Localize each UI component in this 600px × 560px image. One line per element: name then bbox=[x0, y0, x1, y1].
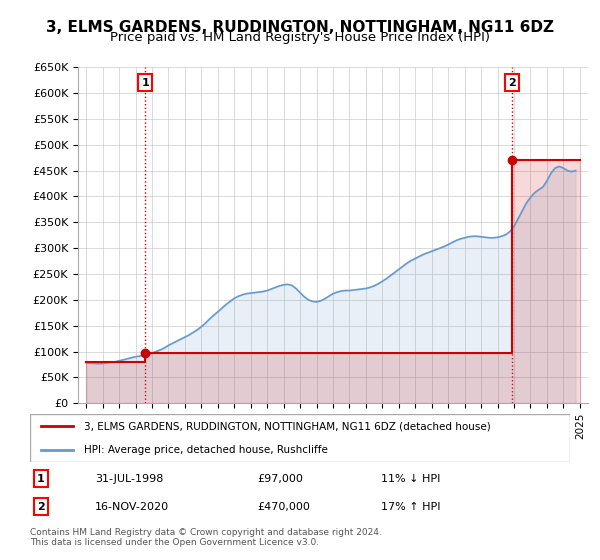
Text: 1: 1 bbox=[37, 474, 44, 484]
Text: Contains HM Land Registry data © Crown copyright and database right 2024.: Contains HM Land Registry data © Crown c… bbox=[30, 528, 382, 536]
Text: 3, ELMS GARDENS, RUDDINGTON, NOTTINGHAM, NG11 6DZ (detached house): 3, ELMS GARDENS, RUDDINGTON, NOTTINGHAM,… bbox=[84, 421, 491, 431]
Text: HPI: Average price, detached house, Rushcliffe: HPI: Average price, detached house, Rush… bbox=[84, 445, 328, 455]
Text: This data is licensed under the Open Government Licence v3.0.: This data is licensed under the Open Gov… bbox=[30, 538, 319, 547]
Text: Price paid vs. HM Land Registry's House Price Index (HPI): Price paid vs. HM Land Registry's House … bbox=[110, 31, 490, 44]
Text: 2: 2 bbox=[508, 78, 516, 88]
Text: 2: 2 bbox=[37, 502, 44, 512]
Text: 3, ELMS GARDENS, RUDDINGTON, NOTTINGHAM, NG11 6DZ: 3, ELMS GARDENS, RUDDINGTON, NOTTINGHAM,… bbox=[46, 20, 554, 35]
Text: £97,000: £97,000 bbox=[257, 474, 302, 484]
Text: 31-JUL-1998: 31-JUL-1998 bbox=[95, 474, 163, 484]
FancyBboxPatch shape bbox=[30, 414, 570, 462]
Text: 11% ↓ HPI: 11% ↓ HPI bbox=[381, 474, 440, 484]
Text: £470,000: £470,000 bbox=[257, 502, 310, 512]
Text: 1: 1 bbox=[141, 78, 149, 88]
Text: 16-NOV-2020: 16-NOV-2020 bbox=[95, 502, 169, 512]
Text: 17% ↑ HPI: 17% ↑ HPI bbox=[381, 502, 440, 512]
